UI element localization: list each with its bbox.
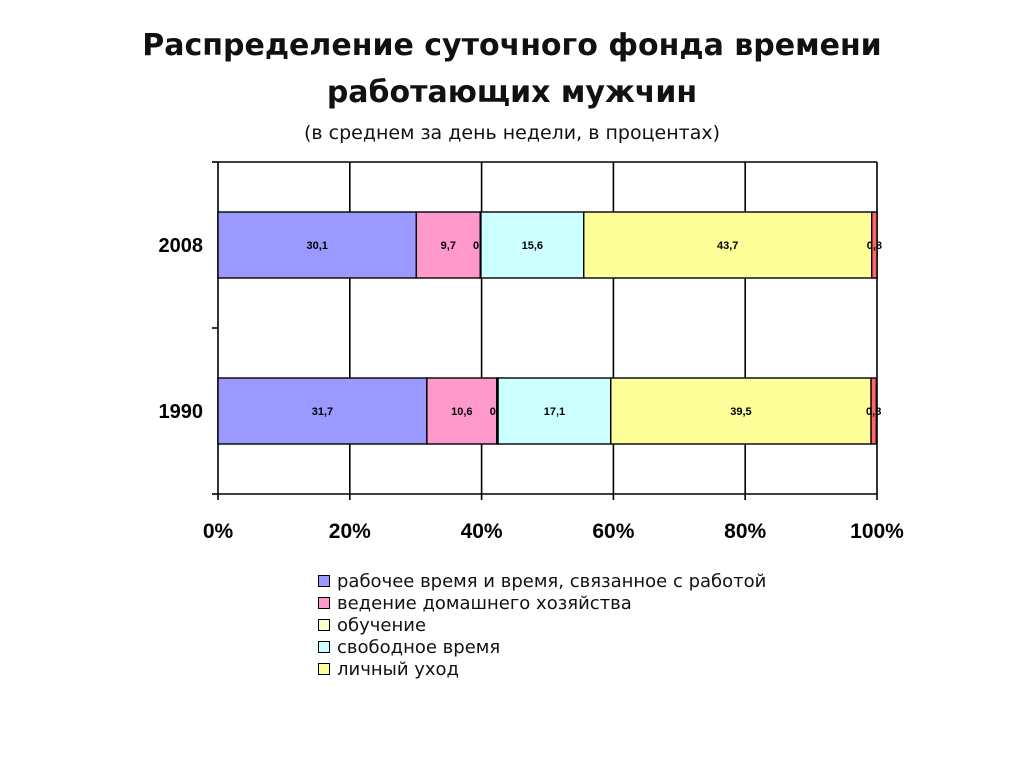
data-label: 0,8 <box>867 240 882 252</box>
legend-item: обучение <box>318 614 766 636</box>
legend-label: обучение <box>337 614 427 636</box>
x-tick-label: 0% <box>203 520 234 543</box>
legend-item: свободное время <box>318 636 766 658</box>
chart-title: Распределение суточного фонда времени <box>142 28 882 63</box>
data-label: 10,6 <box>451 406 472 418</box>
x-tick-label: 60% <box>592 520 634 543</box>
legend-label: личный уход <box>337 658 460 680</box>
y-category-label: 2008 <box>159 235 204 257</box>
x-tick-label: 80% <box>724 520 766 543</box>
data-label: 0,8 <box>866 406 881 418</box>
y-category-label: 1990 <box>159 401 204 423</box>
stacked-bar-chart: 0%20%40%60%80%100%200830,19,70,115,643,7… <box>159 161 904 543</box>
x-tick-label: 20% <box>329 520 371 543</box>
chart-legend: рабочее время и время, связанное с работ… <box>318 570 766 680</box>
bar-segment <box>870 377 878 445</box>
legend-item: рабочее время и время, связанное с работ… <box>318 570 766 592</box>
chart-title-line2: работающих мужчин <box>326 75 698 110</box>
data-label: 30,1 <box>306 240 327 252</box>
x-tick-label: 40% <box>461 520 503 543</box>
bar-segment <box>217 211 418 279</box>
data-label: 43,7 <box>717 240 738 252</box>
legend-swatch <box>318 575 330 587</box>
bar-segment <box>426 377 498 445</box>
legend-item: ведение домашнего хозяйства <box>318 592 766 614</box>
legend-swatch <box>318 641 330 653</box>
bar-segment <box>480 211 585 279</box>
bar-segment <box>497 377 612 445</box>
data-label: 17,1 <box>544 406 565 418</box>
chart-subtitle: (в среднем за день недели, в процентах) <box>303 122 720 144</box>
legend-swatch <box>318 663 330 675</box>
bar-segment <box>871 211 878 279</box>
data-label: 39,5 <box>730 406 751 418</box>
legend-swatch <box>318 619 330 631</box>
legend-label: свободное время <box>337 636 501 658</box>
legend-label: ведение домашнего хозяйства <box>337 592 632 614</box>
bar-segment <box>583 211 873 279</box>
legend-label: рабочее время и время, связанное с работ… <box>337 570 767 592</box>
legend-swatch <box>318 597 330 609</box>
data-label: 31,7 <box>312 406 333 418</box>
data-label: 9,7 <box>441 240 456 252</box>
legend-item: личный уход <box>318 658 766 680</box>
bar-segment <box>610 377 872 445</box>
x-tick-label: 100% <box>850 520 904 543</box>
data-label: 15,6 <box>522 240 543 252</box>
